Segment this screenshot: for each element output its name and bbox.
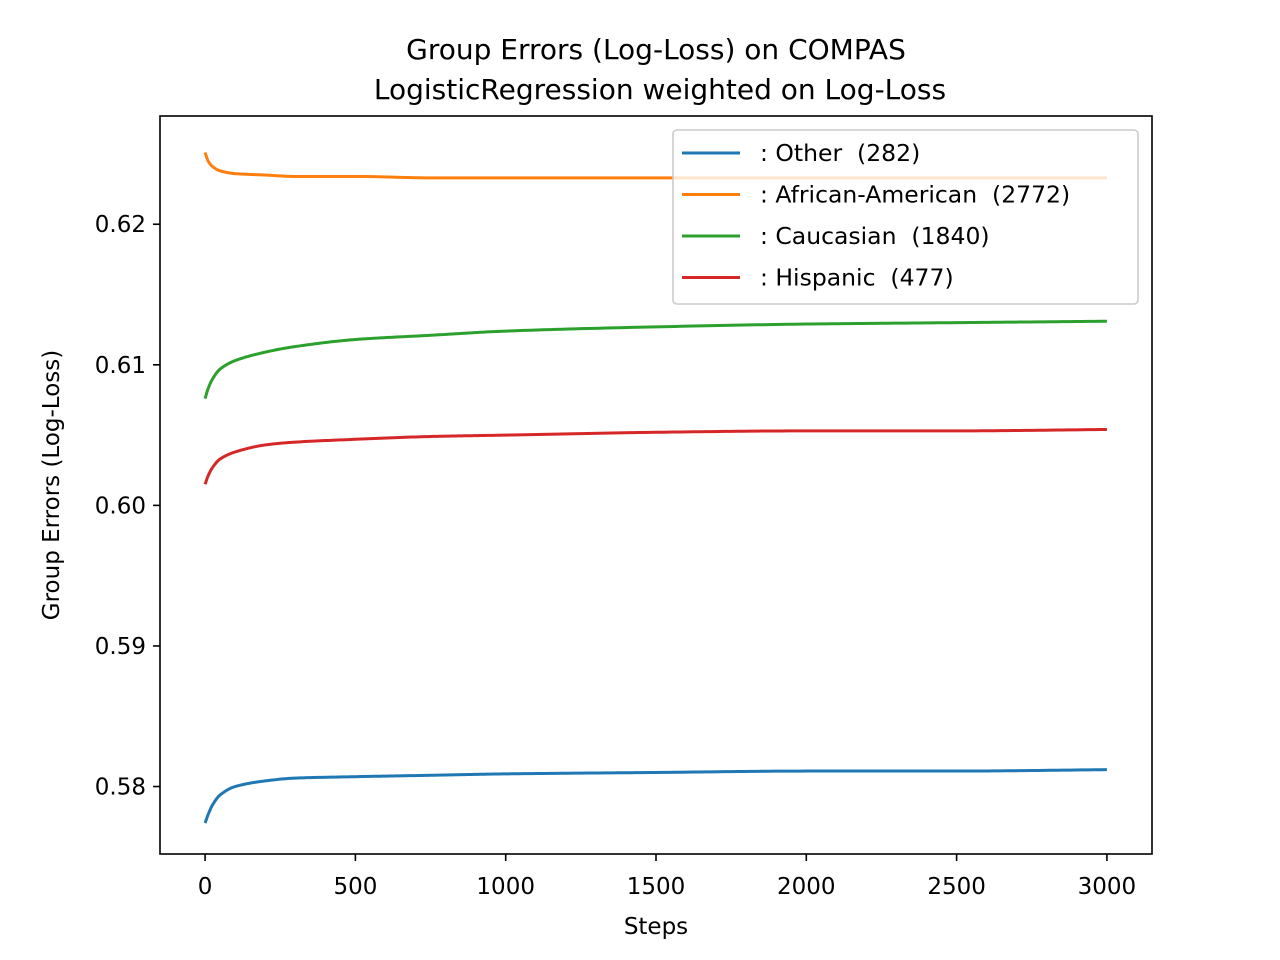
y-axis-ticks: 0.58 0.59 0.60 0.61 0.62 bbox=[95, 212, 160, 801]
x-tick-label: 2000 bbox=[777, 874, 836, 900]
legend-entry: : Caucasian (1840) bbox=[760, 222, 990, 250]
series-line-0 bbox=[203, 768, 1107, 825]
chart-title: Group Errors (Log-Loss) on COMPAS bbox=[406, 33, 906, 66]
x-axis-ticks: 0 500 1000 1500 2000 2500 3000 bbox=[198, 854, 1136, 900]
legend-box bbox=[672, 129, 1139, 305]
legend-entry: : Hispanic (477) bbox=[760, 264, 954, 292]
y-tick-label: 0.62 bbox=[95, 212, 146, 238]
y-tick-label: 0.61 bbox=[95, 353, 146, 379]
legend: : Other (282) : African-American (2772) : … bbox=[672, 129, 1139, 305]
plot-frame bbox=[159, 115, 1153, 855]
x-tick-label: 2500 bbox=[927, 874, 986, 900]
x-tick-label: 500 bbox=[333, 874, 377, 900]
y-tick-label: 0.58 bbox=[95, 775, 146, 801]
legend-entry: : Other (282) bbox=[760, 139, 920, 167]
x-tick-label: 1500 bbox=[627, 874, 686, 900]
series-layer bbox=[203, 151, 1107, 825]
x-tick-label: 3000 bbox=[1078, 874, 1137, 900]
series-line-3 bbox=[203, 427, 1107, 486]
chart-subtitle: LogisticRegression weighted on Log-Loss bbox=[374, 73, 946, 106]
y-tick-label: 0.59 bbox=[95, 634, 146, 660]
x-tick-label: 1000 bbox=[476, 874, 535, 900]
x-axis-label: Steps bbox=[624, 914, 688, 940]
x-tick-label: 0 bbox=[198, 874, 213, 900]
legend-entry: : African-American (2772) bbox=[760, 181, 1070, 209]
y-axis-label: Group Errors (Log-Loss) bbox=[39, 350, 65, 620]
series-line-2 bbox=[203, 319, 1107, 400]
y-tick-label: 0.60 bbox=[95, 493, 146, 519]
